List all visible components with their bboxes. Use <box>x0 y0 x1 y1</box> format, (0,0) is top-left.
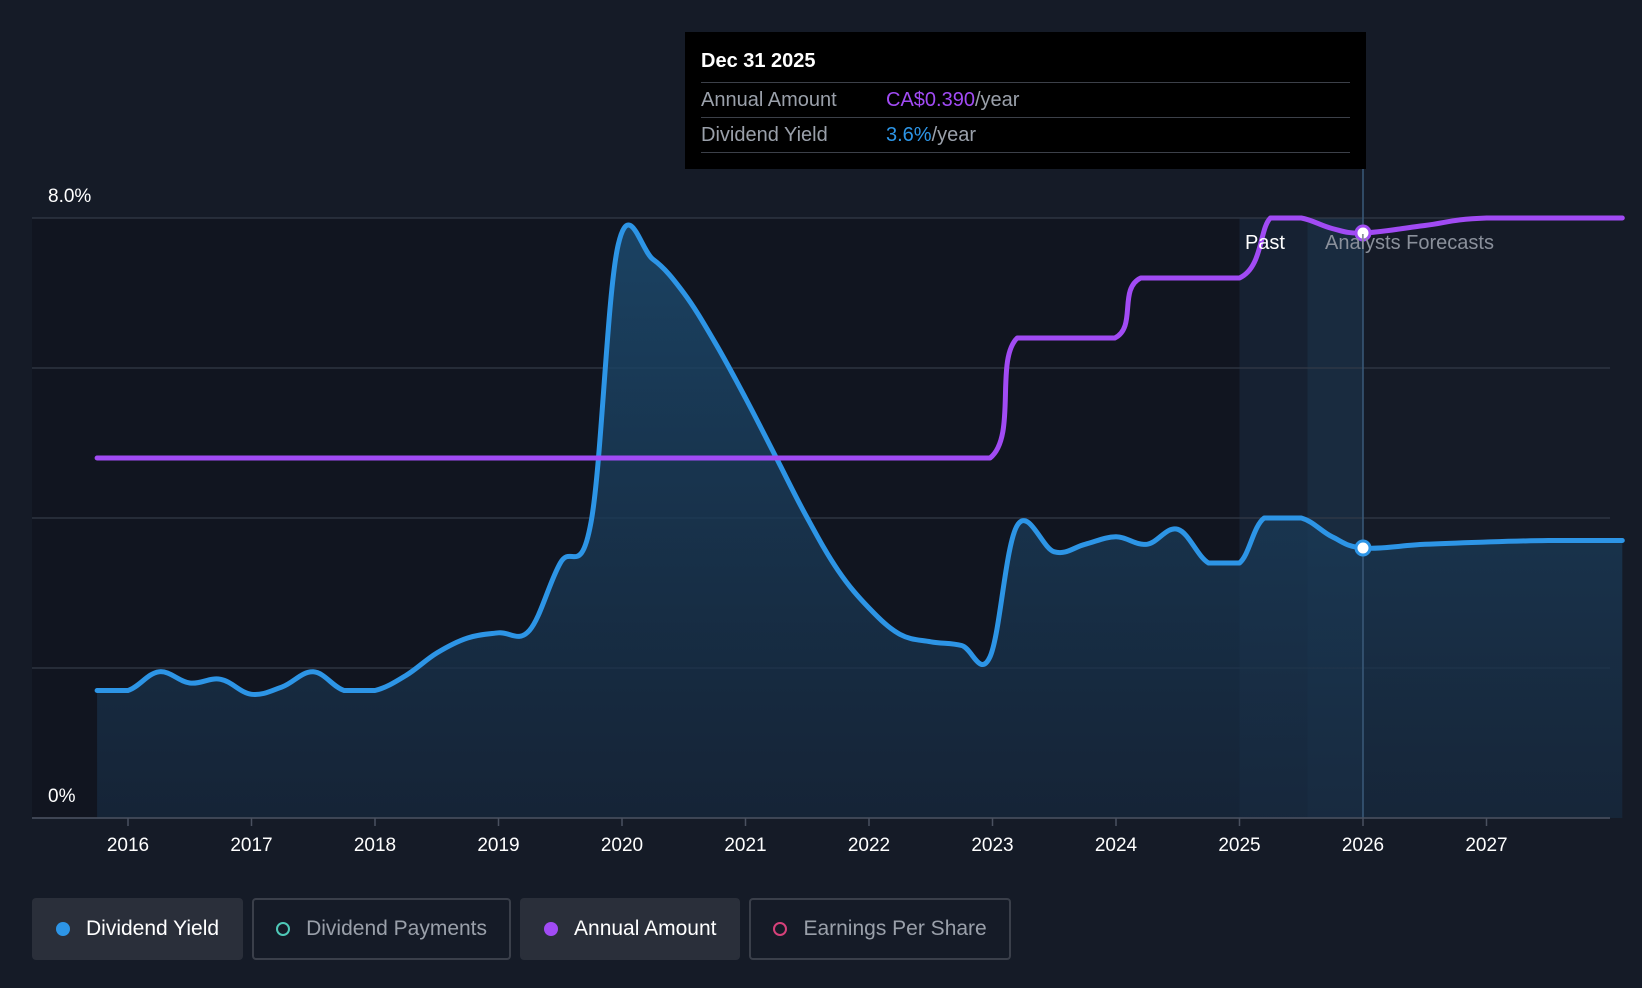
dividend-yield-area <box>97 225 1623 819</box>
analysts-forecasts-label: Analysts Forecasts <box>1325 232 1494 254</box>
legend-earnings-per-share[interactable]: Earnings Per Share <box>749 898 1011 960</box>
legend-dividend-payments-label: Dividend Payments <box>306 917 488 940</box>
legend-annual-amount[interactable]: Annual Amount <box>520 898 741 960</box>
legend-dividend-payments-dot <box>276 922 291 936</box>
legend-annual-amount-dot <box>544 922 559 936</box>
x-tick-label-2022: 2022 <box>848 835 890 856</box>
legend-dividend-payments[interactable]: Dividend Payments <box>252 898 512 960</box>
tooltip-date: Dec 31 2025 <box>701 46 1350 83</box>
x-tick-label-2023: 2023 <box>971 835 1013 856</box>
x-tick-label-2018: 2018 <box>354 835 396 856</box>
x-tick-label-2024: 2024 <box>1095 835 1138 856</box>
past-label: Past <box>1245 232 1285 254</box>
tooltip-annual-unit: /year <box>974 89 1020 111</box>
chart-legend: Dividend Yield Dividend Payments Annual … <box>32 898 1011 960</box>
legend-earnings-per-share-dot <box>773 922 788 936</box>
legend-earnings-per-share-label: Earnings Per Share <box>803 917 987 940</box>
y-axis-ticks: 0% 8.0% <box>48 186 91 807</box>
tooltip-yield-label: Dividend Yield <box>701 124 828 146</box>
x-tick-label-2017: 2017 <box>230 835 272 856</box>
tooltip-yield-unit: /year <box>931 124 977 146</box>
y-tick-label-1: 8.0% <box>48 186 91 207</box>
x-tick-label-2019: 2019 <box>477 835 519 856</box>
tooltip-yield-row: Dividend Yield 3.6% /year <box>701 118 1350 153</box>
x-tick-label-2020: 2020 <box>601 835 643 856</box>
legend-annual-amount-label: Annual Amount <box>574 917 717 940</box>
legend-dividend-yield[interactable]: Dividend Yield <box>32 898 244 960</box>
tooltip-annual-row: Annual Amount CA$0.390 /year <box>701 83 1350 118</box>
annual-amount-line <box>94 215 1625 461</box>
chart-tooltip: Dec 31 2025 Annual Amount CA$0.390 /year… <box>685 32 1366 169</box>
x-tick-label-2027: 2027 <box>1465 835 1507 856</box>
x-tick-label-2026: 2026 <box>1342 835 1384 856</box>
annual-highlight-point[interactable] <box>1354 224 1372 242</box>
x-tick-label-2025: 2025 <box>1218 835 1260 856</box>
tooltip-annual-label: Annual Amount <box>701 89 837 111</box>
y-tick-label-0: 0% <box>48 786 76 807</box>
legend-dividend-yield-label: Dividend Yield <box>86 917 220 940</box>
legend-dividend-yield-dot <box>56 922 70 936</box>
dividend-chart: 2016 2017 2018 2019 2020 2021 2022 2023 2024 2025… <box>32 168 1625 856</box>
yield-highlight-point[interactable] <box>1354 539 1372 557</box>
tooltip-yield-value: 3.6% <box>886 124 932 146</box>
x-axis-ticks: 2016 2017 2018 2019 2020 2021 2022 2023 2024 2025… <box>107 818 1508 856</box>
tooltip-annual-value: CA$0.390 <box>886 89 975 111</box>
x-tick-label-2021: 2021 <box>724 835 766 856</box>
x-tick-label-2016: 2016 <box>107 835 149 856</box>
